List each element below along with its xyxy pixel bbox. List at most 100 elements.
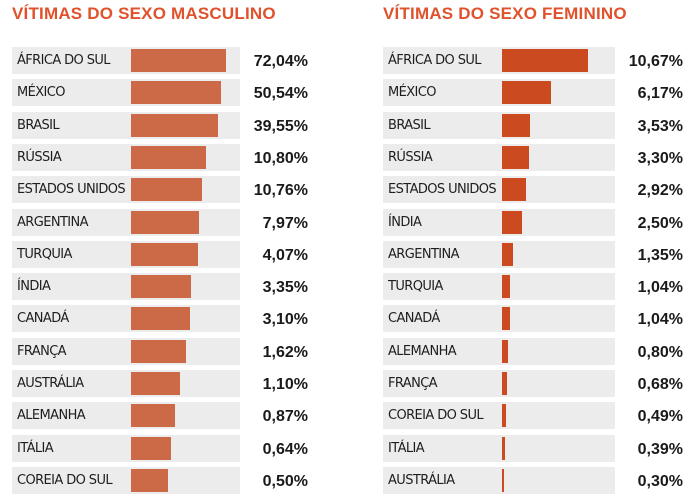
bar-row: ÁFRICA DO SUL 10,67% (383, 47, 683, 74)
bar (131, 113, 219, 137)
value-label: 3,35% (262, 279, 308, 297)
chart-title: VÍTIMAS DO SEXO MASCULINO (12, 4, 276, 23)
value-label: 0,50% (262, 472, 308, 490)
bar-row: ÍNDIA 3,35% (12, 273, 308, 301)
value-label: 1,04% (637, 279, 683, 297)
bar-row: RÚSSIA 3,30% (383, 143, 683, 171)
bar-row: TURQUIA 1,04% (383, 273, 683, 301)
category-label: FRANÇA (17, 343, 67, 359)
bar (502, 210, 523, 234)
value-label: 1,62% (262, 343, 308, 361)
bar (502, 339, 509, 363)
bar (131, 339, 186, 363)
value-label: 0,64% (262, 440, 308, 458)
bar (502, 242, 513, 266)
bar (131, 404, 175, 428)
value-label: 6,17% (637, 85, 683, 103)
bar-row: BRASIL 39,55% (12, 111, 308, 139)
value-label: 0,87% (262, 408, 308, 426)
bar-row: AUSTRÁLIA 0,30% (383, 466, 683, 494)
bar (502, 468, 505, 492)
bar-row: FRANÇA 0,68% (383, 370, 683, 397)
value-label: 0,68% (637, 376, 683, 393)
row-background (383, 79, 615, 107)
bar (502, 81, 552, 105)
bar-row: BRASIL 3,53% (383, 111, 683, 139)
bar-row: AUSTRÁLIA 1,10% (12, 370, 308, 397)
bar-row: COREIA DO SUL 0,49% (383, 402, 683, 430)
bar-row: MÉXICO 50,54% (12, 79, 308, 107)
value-label: 4,07% (262, 246, 308, 264)
value-label: 10,80% (253, 149, 308, 167)
row-background (383, 176, 615, 204)
value-label: 3,10% (262, 311, 308, 329)
category-label: ÁFRICA DO SUL (17, 53, 111, 68)
category-label: AUSTRÁLIA (388, 472, 455, 488)
bar (131, 468, 168, 492)
category-label: COREIA DO SUL (17, 472, 113, 488)
category-label: TURQUIA (388, 279, 443, 295)
row-background (383, 240, 615, 268)
category-label: FRANÇA (388, 376, 438, 391)
category-label: MÉXICO (388, 85, 436, 101)
value-label: 0,80% (637, 343, 683, 361)
bar (131, 49, 226, 72)
value-label: 1,10% (262, 376, 308, 393)
bar-row: ESTADOS UNIDOS 2,92% (383, 176, 683, 204)
bar (131, 210, 199, 234)
row-background (12, 240, 240, 268)
value-label: 1,04% (637, 311, 683, 329)
bar-row: CANADÁ 1,04% (383, 305, 683, 333)
category-label: AUSTRÁLIA (17, 376, 84, 391)
bar (131, 145, 207, 169)
bar-row: ÁFRICA DO SUL 72,04% (12, 47, 308, 74)
value-label: 0,49% (637, 408, 683, 426)
bar-row: ALEMANHA 0,80% (383, 337, 683, 365)
bar-row: COREIA DO SUL 0,50% (12, 466, 308, 494)
category-label: ESTADOS UNIDOS (388, 182, 497, 198)
value-label: 0,30% (637, 472, 683, 490)
bar (131, 307, 191, 331)
value-label: 7,97% (262, 214, 308, 232)
category-label: ARGENTINA (388, 246, 460, 262)
row-background (12, 273, 240, 301)
category-label: CANADÁ (388, 311, 440, 327)
row-background (383, 370, 615, 397)
value-label: 3,30% (637, 149, 683, 167)
chart-title: VÍTIMAS DO SEXO FEMININO (383, 4, 627, 23)
value-label: 10,76% (253, 182, 308, 200)
bar (131, 242, 199, 266)
row-background (12, 208, 240, 236)
bar (502, 372, 508, 395)
bar-row: ARGENTINA 7,97% (12, 208, 308, 236)
category-label: ITÁLIA (17, 440, 54, 456)
bar (131, 81, 221, 105)
category-label: TURQUIA (17, 246, 72, 262)
category-label: BRASIL (17, 117, 60, 133)
bar (502, 145, 529, 169)
bar (502, 113, 531, 137)
bar-row: ÍNDIA 2,50% (383, 208, 683, 236)
bar (131, 436, 171, 460)
category-label: ÍNDIA (388, 214, 422, 230)
bar-row: MÉXICO 6,17% (383, 79, 683, 107)
bar (502, 275, 511, 299)
category-label: ESTADOS UNIDOS (17, 182, 126, 198)
row-background (383, 434, 615, 462)
category-label: MÉXICO (17, 85, 65, 101)
value-label: 2,92% (637, 182, 683, 200)
value-label: 3,53% (637, 117, 683, 135)
category-label: BRASIL (388, 117, 431, 133)
value-label: 72,04% (253, 53, 308, 70)
row-background (383, 305, 615, 333)
bar-row: TURQUIA 4,07% (12, 240, 308, 268)
category-label: ITÁLIA (388, 440, 425, 456)
row-background (12, 370, 240, 397)
value-label: 0,39% (637, 440, 683, 458)
category-label: CANADÁ (17, 311, 69, 327)
bar-row: ITÁLIA 0,39% (383, 434, 683, 462)
bar-row: ARGENTINA 1,35% (383, 240, 683, 268)
category-label: ARGENTINA (17, 214, 89, 230)
value-label: 50,54% (253, 85, 308, 103)
category-label: ALEMANHA (388, 343, 457, 359)
